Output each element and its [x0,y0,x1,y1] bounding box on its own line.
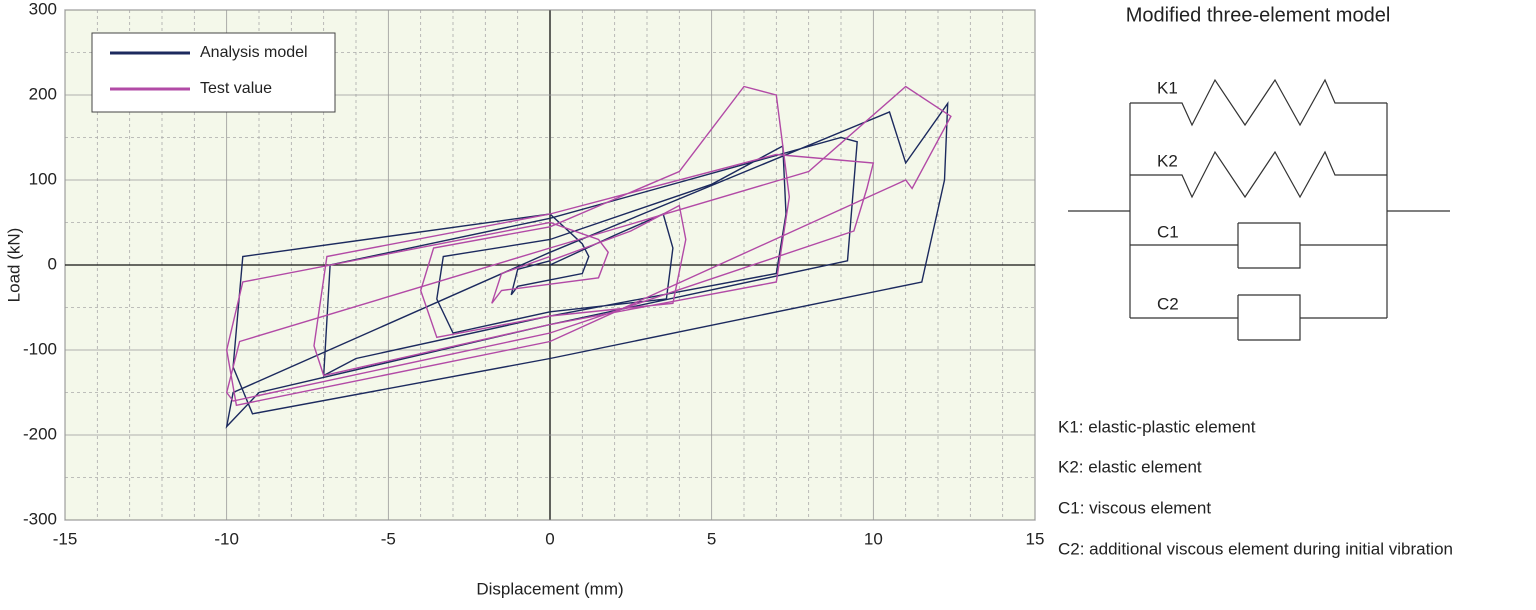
x-tick-label: -15 [53,529,78,548]
element-label: K2 [1157,151,1178,170]
circuit [1068,78,1450,341]
x-tick-label: 10 [864,529,883,548]
x-tick-label: -10 [214,529,239,548]
x-tick-label: 15 [1026,529,1045,548]
x-tick-label: -5 [381,529,396,548]
y-tick-label: 100 [29,169,57,188]
y-tick-label: 200 [29,84,57,103]
description: K1: elastic-plastic element [1058,417,1256,436]
element-label: C2 [1157,294,1179,313]
description: K2: elastic element [1058,457,1202,476]
y-tick-label: 300 [29,0,57,18]
y-tick-label: 0 [48,254,57,273]
chart: -15 -10 -5 0 5 10 15 -300 -200 -100 0 100 200 300 Anal… [23,0,1044,548]
x-tick-label: 0 [545,529,554,548]
series-line [225,101,949,429]
legend-label: Test value [200,80,272,97]
x-tick-label: 5 [707,529,716,548]
legend-box [91,32,336,113]
y-tick-label: -100 [23,339,57,358]
y-tick-label: -300 [23,509,57,528]
element-label: C1 [1157,222,1179,241]
legend-label: Analysis model [200,44,308,61]
y-axis-title: Load (kN) [4,228,23,303]
x-axis-title: Displacement (mm) [476,579,623,598]
element-label: K1 [1157,78,1178,97]
description: C2: additional viscous element during in… [1058,539,1453,558]
description: C1: viscous element [1058,498,1211,517]
series-line [225,85,952,407]
y-tick-label: -200 [23,424,57,443]
diagram-title: Modified three-element model [1126,4,1391,26]
